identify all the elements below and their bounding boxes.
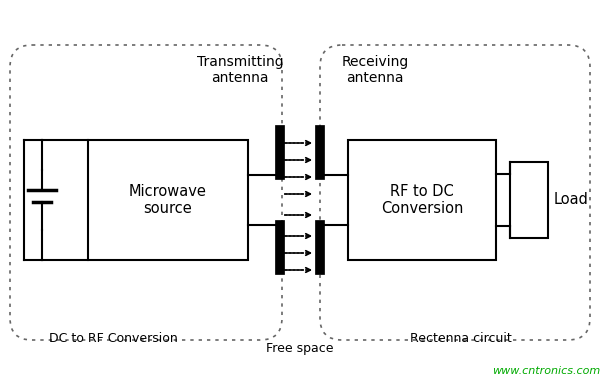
Text: Transmitting
antenna: Transmitting antenna: [197, 55, 283, 85]
Bar: [348, 140, 496, 260]
Text: Microwave
source: Microwave source: [129, 184, 207, 216]
Text: RF to DC
Conversion: RF to DC Conversion: [381, 184, 463, 216]
Text: www.cntronics.com: www.cntronics.com: [492, 366, 600, 376]
Bar: [510, 162, 548, 238]
Text: Load: Load: [554, 192, 589, 207]
Text: Free space: Free space: [266, 342, 334, 355]
Text: Rectenna circuit: Rectenna circuit: [410, 332, 511, 345]
Text: DC to RF Conversion: DC to RF Conversion: [49, 332, 178, 345]
Bar: [88, 140, 248, 260]
Text: Receiving
antenna: Receiving antenna: [341, 55, 408, 85]
